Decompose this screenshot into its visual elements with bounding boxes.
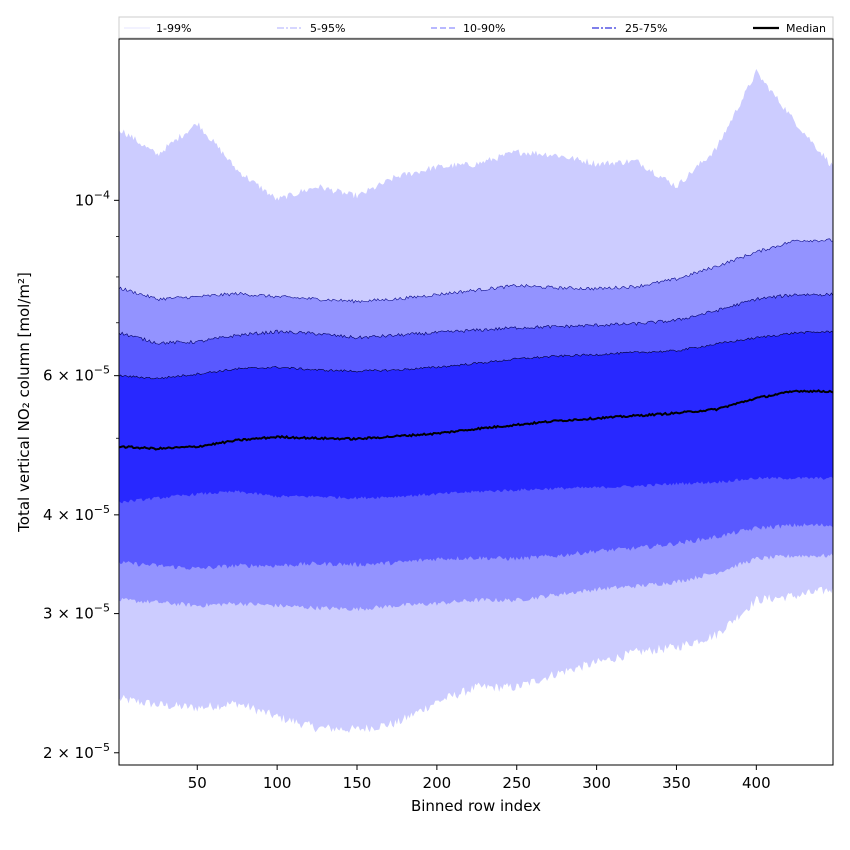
legend-label: 10-90% xyxy=(463,22,505,35)
plot-frame xyxy=(118,38,834,766)
x-axis-label: Binned row index xyxy=(411,797,541,815)
x-tick-label: 400 xyxy=(742,774,771,792)
x-tick-label: 200 xyxy=(423,774,452,792)
band-upper-edge-5-95% xyxy=(118,238,834,304)
legend-label: 1-99% xyxy=(156,22,191,35)
x-axis: 50 100 150 200 250 300 350 400 xyxy=(188,765,771,792)
y-axis: 2 × 10−5 3 × 10−5 4 × 10−5 6 × 10−5 10−4 xyxy=(43,188,119,762)
y-tick-label: 3 × 10−5 xyxy=(43,602,110,623)
y-tick-label: 10−4 xyxy=(75,188,110,209)
x-tick-label: 350 xyxy=(662,774,691,792)
band-upper-edge-1-99% xyxy=(118,69,834,203)
band-25-75% xyxy=(119,330,833,504)
x-tick-label: 150 xyxy=(343,774,372,792)
series-line-median xyxy=(118,389,834,451)
legend-label: Median xyxy=(786,22,826,35)
y-tick-label: 6 × 10−5 xyxy=(43,364,110,385)
percentile-bands xyxy=(119,69,833,733)
x-tick-label: 100 xyxy=(263,774,292,792)
band-upper-edge-25-75% xyxy=(118,330,834,380)
x-tick-label: 50 xyxy=(188,774,207,792)
legend-label: 25-75% xyxy=(625,22,667,35)
y-tick-label: 4 × 10−5 xyxy=(43,503,110,524)
series-lines xyxy=(118,69,834,451)
x-tick-label: 250 xyxy=(502,774,531,792)
legend-box xyxy=(118,16,834,39)
y-tick-label: 2 × 10−5 xyxy=(43,741,110,762)
band-upper-edge-10-90% xyxy=(118,292,834,345)
legend: 1-99% 5-95% 10-90% 25-75% Median xyxy=(118,16,834,39)
y-axis-label: Total vertical NO₂ column [mol/m²] xyxy=(15,272,33,533)
x-tick-label: 300 xyxy=(582,774,611,792)
legend-label: 5-95% xyxy=(310,22,345,35)
